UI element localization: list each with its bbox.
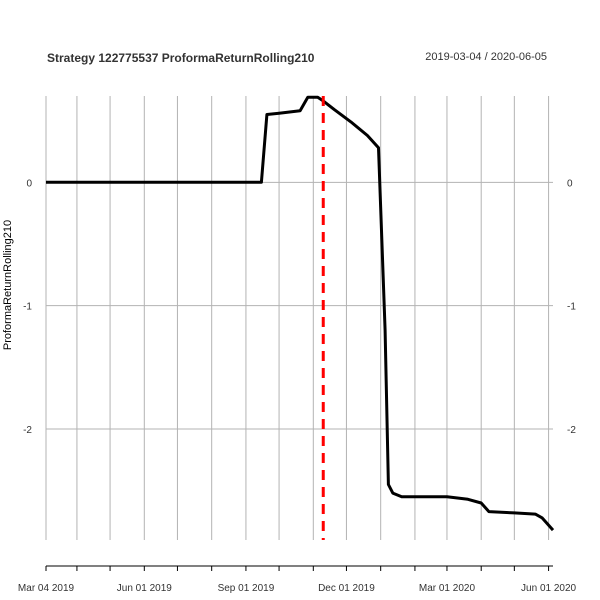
x-tick-label: Dec 01 2019 — [318, 583, 375, 594]
x-tick-label: Sep 01 2019 — [218, 583, 275, 594]
y-tick-label-left: -1 — [23, 302, 32, 313]
y-tick-label-right: -1 — [567, 302, 576, 313]
series-layer — [46, 95, 555, 532]
x-tick-label: Jun 01 2020 — [521, 583, 576, 594]
axis-layer: 0 0 -1 -1 -2 -2 Mar 04 2019 Jun 01 2019 Sep 01 2… — [18, 178, 577, 594]
y-tick-label-left: 0 — [26, 178, 32, 189]
series-line — [46, 95, 555, 532]
y-tick-label-left: -2 — [23, 425, 32, 436]
chart-title: Strategy 122775537 ProformaReturnRolling… — [47, 51, 315, 65]
grid-layer — [45, 96, 553, 540]
y-tick-label-right: -2 — [567, 425, 576, 436]
x-tick-label: Mar 01 2020 — [419, 583, 476, 594]
date-range-label: 2019-03-04 / 2020-06-05 — [425, 51, 547, 63]
x-tick-label: Jun 01 2019 — [117, 583, 172, 594]
y-tick-label-right: 0 — [567, 178, 573, 189]
x-tick-label: Mar 04 2019 — [18, 583, 75, 594]
